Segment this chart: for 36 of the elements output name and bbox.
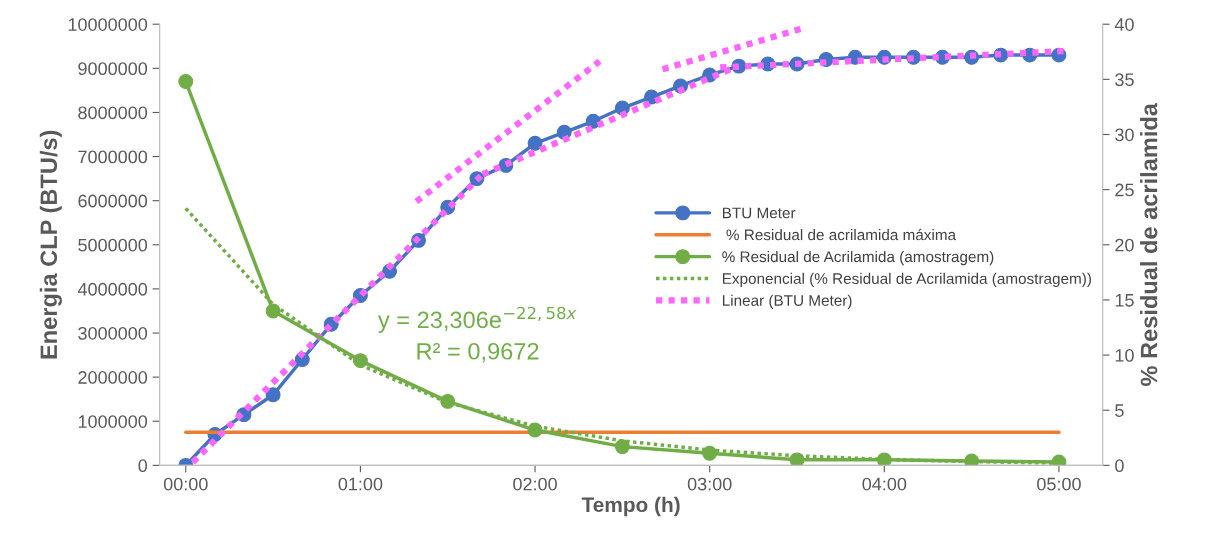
y-tick-label: 0 (138, 459, 148, 473)
y2-tick-label: 15 (1115, 294, 1134, 307)
y2-tick-label: 20 (1115, 238, 1134, 252)
x-tick-label: 03:00 (687, 477, 732, 491)
y2-tick-label: 25 (1115, 183, 1134, 197)
x-tick-label: 02:00 (513, 477, 557, 491)
y-tick-label: 3000000 (78, 326, 148, 340)
annotation: y = 23,306e$^{−22,58x}$ (377, 306, 577, 333)
x-tick-label: 05:00 (1037, 477, 1081, 491)
y-tick-label: 9000000 (78, 62, 148, 76)
legend-label: Exponencial (% Residual de Acrilamida (amostragem)) (722, 272, 1091, 288)
legend-label: BTU Meter (722, 207, 796, 219)
y2-tick-label: 40 (1114, 18, 1134, 31)
annotation: R² = 0,9672 (417, 342, 539, 363)
x-tick-label: 01:00 (338, 477, 383, 491)
y-tick-label: 5000000 (78, 238, 148, 252)
y2-tick-label: 35 (1115, 73, 1134, 87)
y-tick-label: 4000000 (77, 282, 148, 296)
y-axis-title: Energia CLP (BTU/s) (39, 130, 62, 359)
y-tick-label: 10000000 (68, 18, 148, 31)
y-tick-label: 6000000 (78, 194, 148, 208)
y2-axis-title: % Residual de acrilamida (1140, 102, 1158, 386)
y2-tick-label: 30 (1115, 128, 1134, 142)
y2-tick-label: 5 (1115, 404, 1124, 417)
y-tick-label: 8000000 (78, 106, 148, 120)
legend-label: Linear (BTU Meter) (722, 294, 852, 309)
y-tick-label: 7000000 (78, 150, 148, 164)
x-axis-title: Tempo (h) (581, 496, 680, 517)
x-tick-label: 04:00 (862, 477, 907, 491)
legend-label: % Residual de acrilamida máxima (726, 228, 957, 241)
y-tick-label: 2000000 (78, 371, 148, 384)
y-tick-label: 1000000 (78, 415, 148, 428)
x-tick-label: 00:00 (163, 477, 208, 491)
y2-tick-label: 0 (1115, 459, 1124, 473)
y2-tick-label: 10 (1115, 349, 1134, 362)
legend-label: % Residual de Acrilamida (amostragem) (722, 250, 994, 266)
